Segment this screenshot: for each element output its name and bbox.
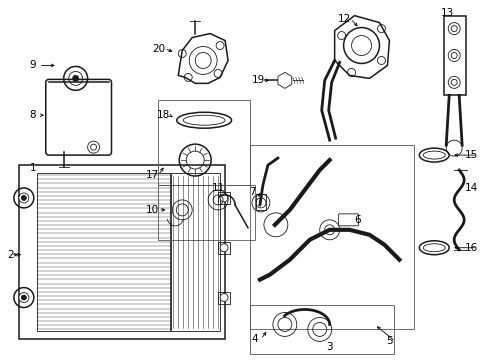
Text: 6: 6	[353, 215, 360, 225]
Text: 4: 4	[251, 334, 258, 345]
Text: 20: 20	[151, 44, 164, 54]
Text: 8: 8	[29, 110, 36, 120]
Circle shape	[19, 293, 29, 302]
Bar	[158, 100, 249, 185]
Text: 14: 14	[464, 183, 477, 193]
Circle shape	[21, 295, 26, 300]
Text: 2: 2	[8, 250, 14, 260]
Bar	[37, 173, 170, 332]
Bar	[255, 194, 265, 210]
Circle shape	[21, 195, 26, 201]
Circle shape	[220, 293, 227, 302]
Text: 9: 9	[29, 60, 36, 71]
Text: 1: 1	[29, 163, 36, 173]
Circle shape	[19, 193, 29, 203]
Bar	[218, 192, 229, 204]
Text: 3: 3	[325, 342, 332, 352]
Bar	[249, 305, 394, 354]
Bar	[249, 145, 413, 329]
Text: 10: 10	[145, 205, 159, 215]
Text: 15: 15	[464, 150, 477, 160]
Text: 13: 13	[440, 8, 453, 18]
Bar	[171, 173, 220, 332]
Circle shape	[220, 244, 227, 252]
Bar	[218, 242, 229, 254]
Text: 16: 16	[464, 243, 477, 253]
Text: 17: 17	[145, 170, 159, 180]
Bar	[158, 185, 254, 240]
Text: 19: 19	[251, 75, 264, 85]
Text: 7: 7	[248, 187, 255, 197]
Text: 11: 11	[211, 183, 224, 193]
Text: 12: 12	[337, 14, 350, 24]
Circle shape	[73, 75, 79, 81]
Text: 5: 5	[386, 336, 392, 346]
Bar	[19, 165, 224, 339]
Bar	[218, 292, 229, 303]
Text: 18: 18	[156, 110, 170, 120]
Bar	[443, 15, 465, 95]
Circle shape	[220, 194, 227, 202]
